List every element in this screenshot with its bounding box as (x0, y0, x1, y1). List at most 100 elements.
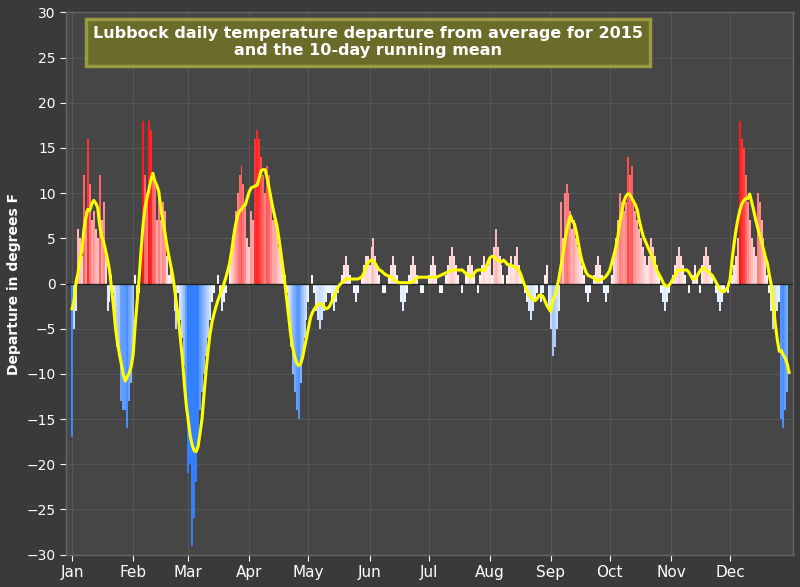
Bar (586, 284, 587, 292)
Bar (477, 284, 479, 292)
Bar (431, 257, 434, 284)
Bar (377, 265, 378, 284)
Bar (530, 284, 532, 320)
Bar (322, 284, 323, 320)
Bar (345, 257, 347, 284)
Bar (676, 257, 678, 284)
Bar (509, 265, 510, 284)
Bar (406, 284, 408, 292)
Bar (662, 284, 664, 302)
Bar (668, 284, 670, 292)
Bar (761, 220, 762, 284)
Bar (288, 284, 290, 320)
Bar (601, 275, 603, 284)
Bar (465, 275, 467, 284)
Bar (106, 284, 109, 311)
Bar (225, 284, 226, 292)
Bar (94, 230, 97, 284)
Bar (365, 257, 366, 284)
Bar (786, 284, 788, 392)
Bar (611, 275, 613, 284)
Bar (382, 284, 384, 292)
Bar (540, 284, 542, 302)
Bar (450, 257, 451, 284)
Bar (562, 238, 563, 284)
Bar (116, 284, 118, 347)
Bar (268, 175, 270, 284)
Bar (721, 284, 723, 302)
Bar (323, 284, 326, 311)
Bar (306, 284, 307, 320)
Bar (266, 166, 268, 284)
Bar (205, 284, 207, 356)
Bar (702, 265, 703, 284)
Bar (613, 257, 614, 284)
Bar (434, 265, 435, 284)
Bar (369, 265, 370, 284)
Bar (749, 220, 750, 284)
Bar (354, 284, 357, 302)
Bar (280, 257, 282, 284)
Bar (110, 275, 113, 284)
Bar (414, 265, 416, 284)
Bar (402, 284, 404, 311)
Bar (733, 265, 735, 284)
Bar (384, 284, 386, 292)
Bar (638, 230, 640, 284)
Bar (723, 284, 725, 292)
Bar (160, 220, 162, 284)
Bar (699, 284, 702, 292)
Bar (174, 284, 175, 311)
Bar (719, 284, 721, 311)
Bar (195, 284, 197, 483)
Bar (412, 257, 414, 284)
Bar (526, 284, 528, 302)
Bar (87, 139, 89, 284)
Bar (201, 284, 203, 392)
Bar (629, 175, 630, 284)
Bar (248, 247, 250, 284)
Bar (213, 284, 215, 292)
Bar (303, 284, 306, 338)
Bar (637, 220, 638, 284)
Bar (400, 284, 402, 302)
Bar (518, 265, 520, 284)
Bar (199, 284, 201, 410)
Bar (186, 284, 187, 410)
Bar (741, 139, 743, 284)
Bar (493, 247, 494, 284)
Bar (105, 257, 106, 284)
Bar (762, 238, 765, 284)
Bar (73, 284, 75, 329)
Bar (497, 247, 498, 284)
Bar (743, 148, 745, 284)
Bar (560, 202, 562, 284)
Bar (666, 284, 668, 302)
Y-axis label: Departure in degrees F: Departure in degrees F (7, 193, 21, 375)
Bar (349, 275, 351, 284)
Bar (75, 284, 77, 311)
Bar (272, 220, 274, 284)
Bar (314, 284, 315, 292)
Bar (124, 284, 126, 410)
Bar (136, 284, 138, 311)
Bar (695, 275, 698, 284)
Bar (245, 202, 246, 284)
Bar (148, 121, 150, 284)
Bar (640, 238, 642, 284)
Bar (166, 257, 168, 284)
Bar (692, 275, 694, 284)
Bar (90, 220, 93, 284)
Bar (264, 193, 266, 284)
Bar (327, 284, 329, 292)
Bar (607, 284, 609, 292)
Bar (175, 284, 178, 329)
Bar (684, 275, 686, 284)
Bar (315, 284, 318, 311)
Bar (221, 284, 222, 311)
Bar (482, 257, 485, 284)
Bar (182, 284, 183, 338)
Bar (583, 275, 586, 284)
Bar (770, 284, 772, 311)
Bar (626, 157, 629, 284)
